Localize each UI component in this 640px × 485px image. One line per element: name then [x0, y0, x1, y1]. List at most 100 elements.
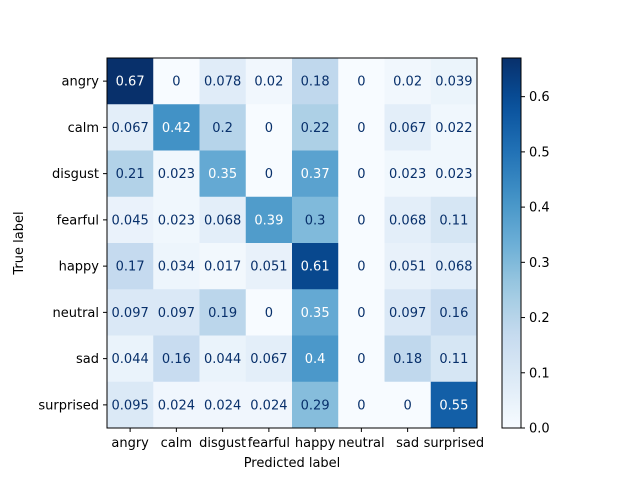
heatmap-cell	[430, 289, 478, 336]
heatmap-cell	[430, 196, 478, 244]
heatmap-cell	[199, 196, 247, 244]
heatmap-cell	[384, 381, 432, 429]
x-axis: angry calm disgust fearful happy neutral sad su…	[111, 428, 484, 451]
cell-value-label: 0.18	[301, 75, 330, 90]
heatmap-cell	[153, 150, 200, 198]
cell-value-label: 0.097	[158, 306, 195, 321]
y-axis: angry calm disgust fearful happy neutral sad su…	[38, 75, 107, 413]
heatmap-cell	[107, 381, 154, 429]
heatmap-cell	[292, 150, 339, 198]
cell-value-label: 0.023	[158, 213, 195, 228]
cell-value-label: 0	[357, 121, 365, 136]
heatmap-cell	[199, 289, 247, 336]
heatmap-cell	[338, 58, 385, 105]
cell-value-label: 0.068	[204, 213, 241, 228]
cell-value-label: 0.17	[116, 260, 145, 275]
colorbar-tick-label: 0.2	[529, 311, 550, 326]
heatmap-cell	[292, 243, 339, 290]
cell-value-label: 0.22	[301, 121, 330, 136]
cell-value-label: 0.024	[204, 398, 241, 413]
heatmap-cell	[292, 335, 339, 383]
cell-value-label: 0.35	[301, 306, 330, 321]
heatmap-cell	[338, 289, 385, 336]
cell-value-label: 0.017	[204, 260, 241, 275]
cell-value-label: 0	[357, 75, 365, 90]
heatmap-cell	[245, 104, 293, 151]
plot-frame	[106, 57, 478, 429]
cell-value-label: 0	[265, 167, 273, 182]
heatmap-cell	[153, 58, 200, 105]
cell-value-label: 0	[265, 121, 273, 136]
heatmap-cell	[153, 381, 200, 429]
cell-value-label: 0.11	[439, 352, 468, 367]
heatmap-cell	[430, 381, 478, 429]
cell-value-label: 0.051	[250, 260, 287, 275]
heatmap-cell	[338, 381, 385, 429]
cell-value-label: 0.39	[254, 213, 283, 228]
colorbar-tick-label: 0.1	[529, 366, 550, 381]
cell-value-label: 0.044	[112, 352, 149, 367]
cell-value-label: 0.02	[393, 75, 422, 90]
cell-value-label: 0.37	[301, 167, 330, 182]
x-tick-label: neutral	[338, 436, 385, 451]
heatmap-cell	[245, 289, 293, 336]
cell-value-label: 0.19	[208, 306, 237, 321]
heatmap-cell	[430, 243, 478, 290]
heatmap-cell	[199, 104, 247, 151]
heatmap-cell	[430, 104, 478, 151]
cell-value-label: 0.35	[208, 167, 237, 182]
cell-value-label: 0.051	[389, 260, 426, 275]
heatmap-cell	[245, 381, 293, 429]
heatmap-cell	[199, 335, 247, 383]
heatmap-cell	[384, 335, 432, 383]
x-tick-label: calm	[161, 436, 192, 451]
cell-value-label: 0	[357, 398, 365, 413]
cell-value-label: 0.02	[254, 75, 283, 90]
heatmap-cell	[245, 150, 293, 198]
heatmap-cell	[107, 196, 154, 244]
y-tick-label: angry	[62, 75, 100, 90]
x-tick-label: angry	[111, 436, 149, 451]
cell-value-label: 0.095	[112, 398, 149, 413]
x-tick-label: fearful	[248, 436, 290, 451]
cell-value-label: 0	[265, 306, 273, 321]
cell-value-label: 0.16	[439, 306, 468, 321]
heatmap-cell	[153, 243, 200, 290]
heatmap-cell	[338, 335, 385, 383]
cell-value-label: 0.034	[158, 260, 195, 275]
heatmap-cell	[199, 243, 247, 290]
x-tick-label: happy	[295, 436, 336, 451]
colorbar-tick-label: 0.0	[529, 422, 550, 437]
heatmap-cell	[107, 243, 154, 290]
x-tick-label: disgust	[199, 436, 246, 451]
cell-value-label: 0.045	[112, 213, 149, 228]
y-tick-label: sad	[76, 352, 99, 367]
cell-value-label: 0.11	[439, 213, 468, 228]
cell-value-label: 0.067	[112, 121, 149, 136]
heatmap-cell	[292, 196, 339, 244]
heatmap-cell-labels: 0.67 0 0.078 0.02 0.18 0 0.02 0.039 0.067 0.42 0.2…	[112, 75, 473, 414]
cell-value-label: 0.4	[305, 352, 326, 367]
y-tick-label: fearful	[57, 213, 99, 228]
cell-value-label: 0.42	[162, 121, 191, 136]
colorbar-tick-label: 0.6	[529, 90, 550, 105]
cell-value-label: 0.023	[435, 167, 472, 182]
cell-value-label: 0	[357, 306, 365, 321]
cell-value-label: 0.16	[162, 352, 191, 367]
heatmap-cell	[107, 150, 154, 198]
y-tick-label: happy	[59, 260, 100, 275]
heatmap-cell	[384, 150, 432, 198]
heatmap-cell	[384, 196, 432, 244]
cell-value-label: 0	[357, 352, 365, 367]
heatmap-cell	[153, 196, 200, 244]
heatmap-cell	[199, 150, 247, 198]
heatmap-cell	[153, 104, 200, 151]
heatmap-cell	[430, 58, 478, 105]
heatmap-cell	[292, 104, 339, 151]
cell-value-label: 0.068	[435, 260, 472, 275]
heatmap-cell	[338, 150, 385, 198]
colorbar-tick-label: 0.4	[529, 201, 550, 216]
heatmap-cell	[245, 196, 293, 244]
cell-value-label: 0.078	[204, 75, 241, 90]
